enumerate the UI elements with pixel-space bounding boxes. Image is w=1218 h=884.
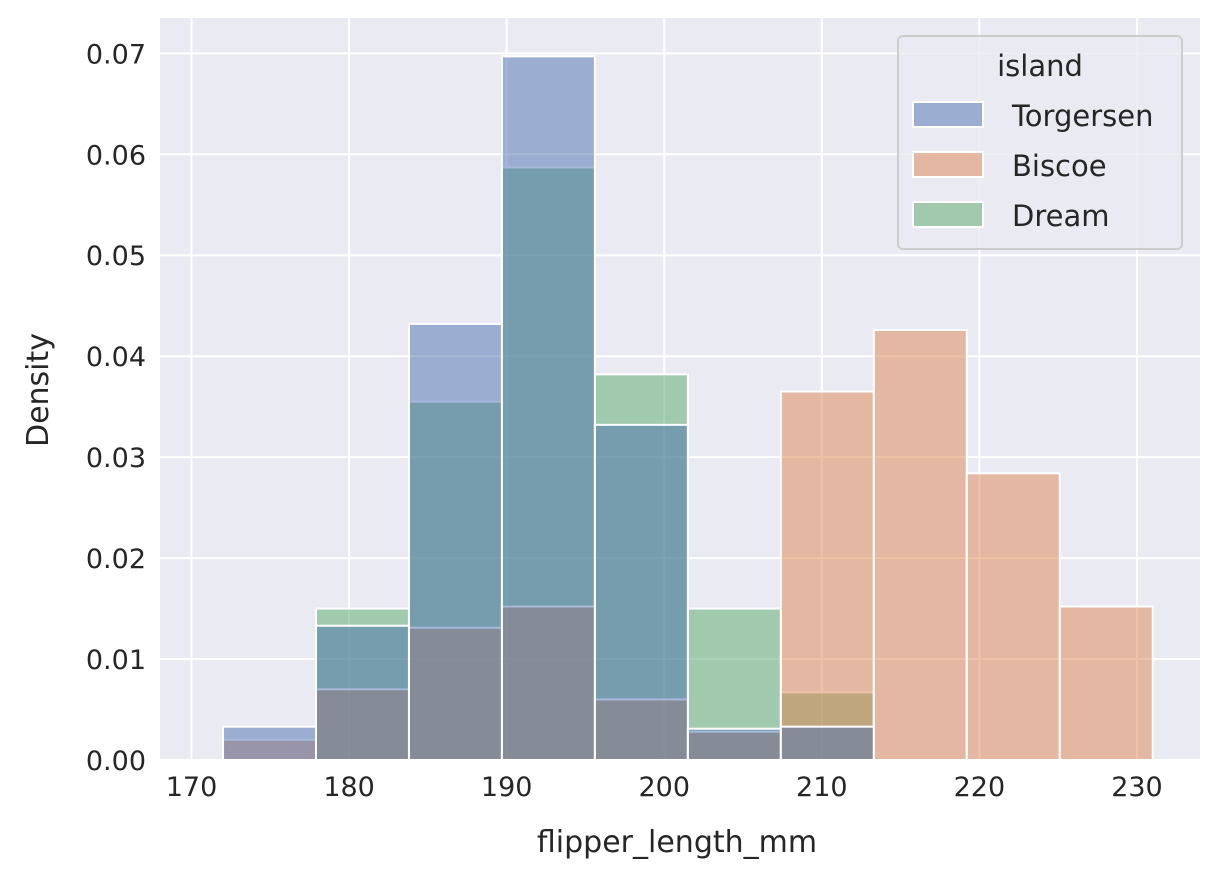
x-tick-label: 200 [638,772,690,803]
histogram-bar [779,390,875,761]
histogram-bar [1058,605,1154,761]
y-tick-label: 0.01 [86,645,146,676]
histogram-bar [686,727,782,762]
histogram-bar [779,725,875,762]
y-tick-label: 0.06 [86,140,146,171]
x-axis-label: flipper_length_mm [537,825,817,860]
x-tick-label: 180 [323,772,375,803]
histogram-bar [407,322,503,761]
x-tick-label: 230 [1111,772,1163,803]
histogram-bar [500,55,596,762]
histogram-bar [222,725,317,762]
y-tick-label: 0.00 [86,746,146,777]
y-tick-label: 0.07 [86,39,146,70]
legend-label-dream: Dream [1012,199,1109,233]
legend-label-torgersen: Torgersen [1011,99,1153,133]
histogram-bar [315,624,410,761]
x-tick-label: 210 [796,772,848,803]
x-tick-label: 170 [166,772,218,803]
y-tick-label: 0.05 [86,241,146,272]
y-tick-label: 0.02 [86,544,146,575]
histogram-bar [872,328,968,761]
legend: island Torgersen Biscoe Dream [897,35,1183,250]
x-tick-label: 190 [481,772,533,803]
legend-swatch-dream [912,201,984,228]
y-tick-label: 0.04 [86,342,146,373]
y-axis-label: Density [21,333,56,447]
x-tick-label: 220 [954,772,1006,803]
legend-frame [897,35,1183,250]
legend-label-biscoe: Biscoe [1012,149,1107,183]
legend-title: island [997,49,1083,83]
series-torgersen [222,55,875,762]
legend-swatch-torgersen [912,101,984,128]
histogram-bar [593,423,689,761]
legend-swatch-biscoe [912,151,984,178]
histogram-bar [965,472,1061,761]
y-tick-label: 0.03 [86,443,146,474]
